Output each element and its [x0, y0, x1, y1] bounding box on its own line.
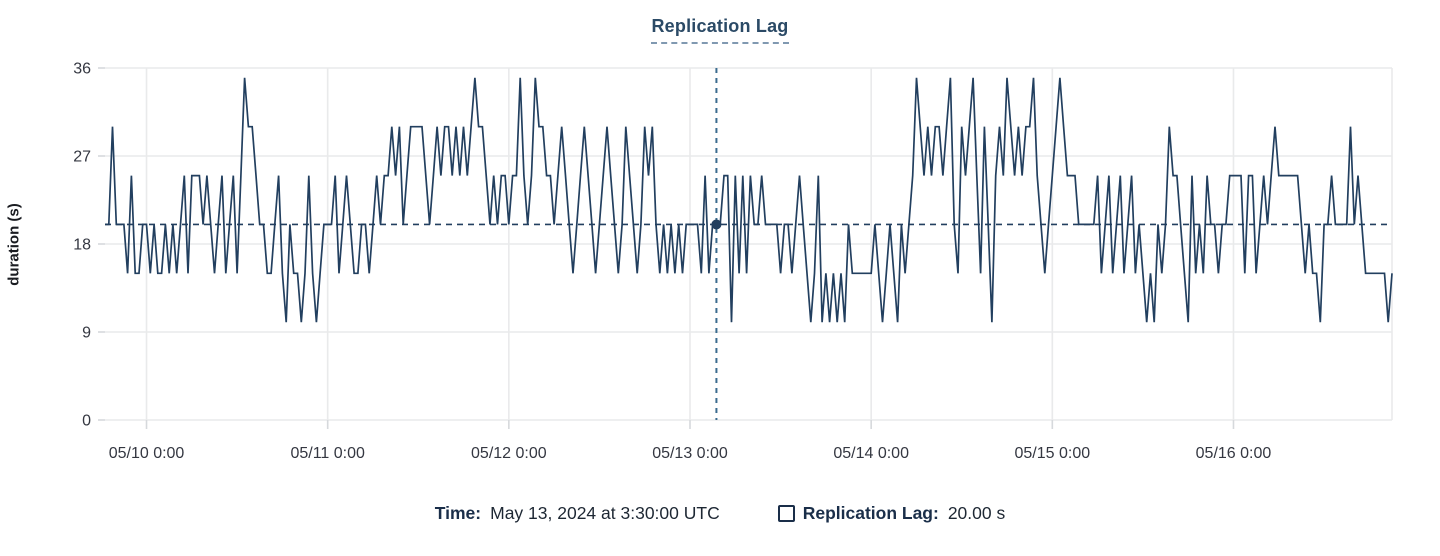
x-tick-label: 05/13 0:00 [652, 445, 728, 462]
chart-plot-area[interactable]: 0 9 18 27 36 05/10 0:00 05/11 0:00 05/12 0:00 05… [0, 0, 1440, 500]
chart-title[interactable]: Replication Lag [651, 16, 789, 44]
y-tick-label: 9 [82, 325, 91, 342]
x-tick-label: 05/15 0:00 [1015, 445, 1091, 462]
x-tick-label: 05/12 0:00 [471, 445, 547, 462]
y-tick-label: 18 [73, 237, 91, 254]
replication-lag-series-line [105, 77, 1393, 323]
series-value: 20.00 s [947, 503, 1006, 523]
x-tick-label: 05/16 0:00 [1196, 445, 1272, 462]
chart-legend: Time: May 13, 2024 at 3:30:00 UTC Replic… [0, 503, 1440, 524]
legend-item-replication-lag[interactable]: Replication Lag: 20.00 s [777, 503, 1006, 524]
y-tick-label: 27 [73, 149, 91, 166]
chart-header: Replication Lag [0, 16, 1440, 44]
tooltip-time-value: May 13, 2024 at 3:30:00 UTC [490, 503, 720, 523]
tooltip-time-label: Time: [434, 503, 482, 523]
crosshair-marker [711, 219, 722, 230]
y-tick-label: 36 [73, 61, 91, 78]
x-tick-label: 05/11 0:00 [290, 445, 365, 462]
series-swatch-icon [777, 505, 795, 522]
series-label: Replication Lag: [802, 503, 939, 523]
y-tick-label: 0 [82, 413, 91, 430]
x-tick-label: 05/14 0:00 [833, 445, 909, 462]
x-tick-label: 05/10 0:00 [109, 445, 185, 462]
